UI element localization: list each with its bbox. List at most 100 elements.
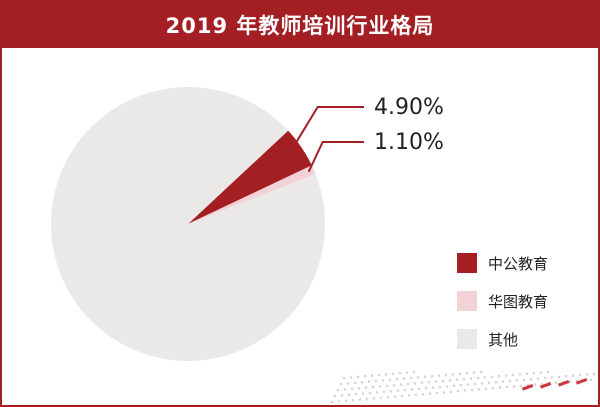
decor-dot bbox=[372, 397, 376, 400]
decor-dot bbox=[466, 383, 470, 386]
decor-dot bbox=[472, 371, 476, 374]
decor-dot bbox=[375, 391, 379, 394]
decor-dot bbox=[333, 394, 337, 398]
decor-dot bbox=[349, 376, 353, 379]
decor-dot bbox=[435, 391, 439, 395]
decor-dot bbox=[343, 388, 347, 391]
decor-dot bbox=[386, 395, 390, 399]
decor-dot bbox=[543, 376, 547, 380]
decor-dot bbox=[389, 389, 393, 393]
decor-dot bbox=[589, 378, 593, 382]
data-label-1: 4.90% bbox=[374, 95, 444, 120]
decor-dot bbox=[546, 370, 550, 374]
data-label-2: 1.10% bbox=[374, 130, 444, 155]
decor-dot bbox=[455, 378, 459, 382]
decor-dot bbox=[519, 384, 523, 388]
decor-dot bbox=[512, 385, 516, 388]
decor-dot bbox=[487, 381, 491, 385]
decor-dot bbox=[364, 386, 368, 389]
decor-dot bbox=[392, 383, 396, 387]
decor-dot bbox=[416, 376, 420, 379]
decor-dot bbox=[409, 376, 413, 380]
decor-dot bbox=[533, 383, 537, 386]
decor-dot bbox=[441, 379, 445, 383]
decor-dot bbox=[564, 374, 568, 378]
decor-dot bbox=[421, 392, 425, 396]
legend-swatch-1 bbox=[457, 253, 477, 273]
decor-dot bbox=[473, 382, 477, 386]
decor-dot bbox=[536, 377, 540, 380]
decor-dot bbox=[592, 372, 596, 376]
decor-dot bbox=[483, 376, 487, 379]
decor-dash bbox=[575, 378, 588, 385]
title-bar: 2019 年教师培训行业格局 bbox=[2, 2, 598, 48]
decor-dot bbox=[585, 373, 589, 376]
decor-dot bbox=[388, 378, 392, 382]
decor-dot bbox=[508, 379, 512, 383]
decor-dot bbox=[491, 386, 495, 390]
decor-dot bbox=[336, 388, 340, 392]
decor-dot bbox=[382, 390, 386, 394]
decor-dot bbox=[459, 383, 463, 387]
decor-dot bbox=[465, 371, 469, 375]
pie-slice-2 bbox=[188, 165, 316, 224]
decor-dot bbox=[470, 388, 474, 392]
decor-dot bbox=[413, 382, 417, 385]
decor-dot bbox=[365, 397, 369, 401]
decor-dot bbox=[398, 371, 402, 375]
decor-dot bbox=[350, 387, 354, 391]
decor-dot bbox=[384, 373, 388, 376]
decor-dot bbox=[568, 380, 572, 383]
decor-dot bbox=[378, 385, 382, 388]
decor-dot bbox=[550, 376, 554, 379]
decor-dot bbox=[410, 388, 414, 391]
decor-dot bbox=[414, 393, 418, 397]
decor-dot bbox=[442, 391, 446, 394]
decor-dot bbox=[479, 370, 483, 374]
decor-dash bbox=[539, 382, 552, 389]
decor-dot bbox=[340, 394, 344, 397]
decor-dot bbox=[330, 400, 334, 404]
decor-dot bbox=[444, 373, 448, 377]
decor-dot bbox=[420, 381, 424, 385]
decor-dot bbox=[501, 380, 505, 383]
decor-dot bbox=[469, 377, 473, 380]
leader-line-1 bbox=[286, 106, 364, 157]
decor-dot bbox=[357, 386, 361, 390]
decor-dot bbox=[356, 375, 360, 379]
decor-dot bbox=[529, 377, 533, 381]
decor-dot bbox=[351, 398, 355, 402]
decor-dot bbox=[339, 382, 343, 386]
decor-dot bbox=[554, 381, 558, 385]
decor-dot bbox=[354, 392, 358, 396]
decor-dot bbox=[456, 389, 460, 393]
decor-dot bbox=[498, 386, 502, 389]
decor-dot bbox=[451, 373, 455, 376]
legend-label-2: 华图教育 bbox=[488, 293, 548, 311]
decor-dot bbox=[428, 392, 432, 395]
decor-dot bbox=[346, 382, 350, 385]
decor-dot bbox=[484, 387, 488, 391]
decor-dot bbox=[431, 386, 435, 389]
decor-dot bbox=[393, 395, 397, 398]
decor-dot bbox=[518, 373, 522, 376]
decor-dot bbox=[377, 373, 381, 377]
decor-dot bbox=[477, 388, 481, 391]
decor-dot bbox=[452, 384, 456, 388]
decor-dot bbox=[360, 380, 364, 384]
decor-dot bbox=[396, 389, 400, 392]
decor-dot bbox=[407, 394, 411, 397]
decor-dot bbox=[395, 377, 399, 381]
legend-swatch-2 bbox=[457, 291, 477, 311]
decor-dot bbox=[353, 381, 357, 385]
decor-dot bbox=[449, 390, 453, 394]
decor-dot bbox=[427, 380, 431, 384]
decor-dot bbox=[497, 374, 501, 378]
decor-dot bbox=[347, 393, 351, 397]
decor-dot bbox=[525, 372, 529, 376]
legend-swatch-3 bbox=[457, 329, 477, 349]
decor-dot bbox=[505, 385, 509, 389]
decor-dot bbox=[571, 374, 575, 377]
decor-dot bbox=[342, 376, 346, 380]
